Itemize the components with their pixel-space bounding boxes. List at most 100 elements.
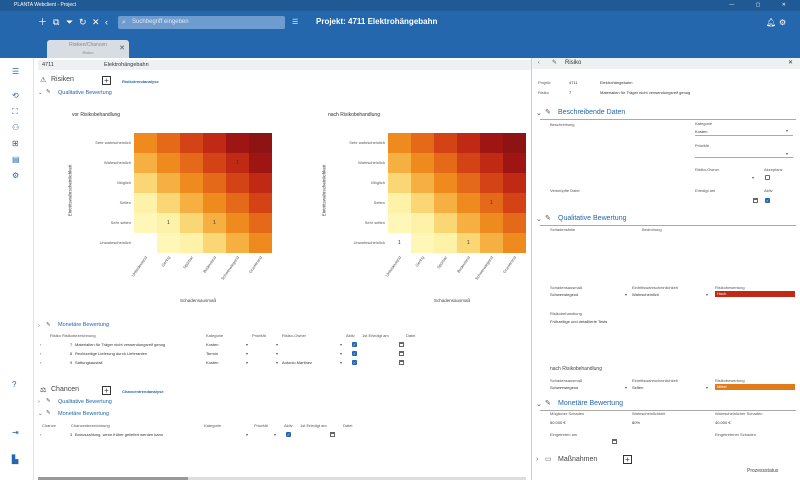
chance-trend-link[interactable]: Chancentrendanalyse <box>122 389 164 394</box>
chevron-down-icon[interactable]: ▾ <box>246 360 249 365</box>
tab-risiken-chancen[interactable]: Risiken/Chancen Risiko ✕ <box>47 40 129 58</box>
chevron-down-icon[interactable]: ▾ <box>276 360 279 365</box>
risk-name[interactable]: Materialien für Träger nicht verwendungs… <box>75 342 166 347</box>
edit-icon[interactable]: ✎ <box>46 89 51 95</box>
edit-icon[interactable]: ✎ <box>545 215 551 222</box>
active-checkbox[interactable]: ✓ <box>352 342 357 347</box>
chevron-down-icon[interactable]: ▾ <box>786 128 789 133</box>
risk-owner[interactable]: Antonio Martinez <box>282 360 313 365</box>
add-chance-button[interactable]: + <box>102 386 111 395</box>
accepted-checkbox[interactable] <box>765 175 770 180</box>
chevron-down-icon[interactable]: ▾ <box>340 342 343 347</box>
chevron-down-icon[interactable]: ▾ <box>246 432 249 437</box>
prob-pct-field[interactable]: 80% <box>632 420 641 425</box>
chevron-down-icon[interactable]: ▾ <box>276 342 279 347</box>
risk-trend-link[interactable]: Risikotrendanalyse <box>122 79 159 84</box>
impact-field[interactable]: Schwerwiegend <box>550 292 579 297</box>
refresh-icon[interactable]: ↻ <box>79 17 87 27</box>
row-expand-icon[interactable]: › <box>40 351 42 356</box>
close-tab-icon[interactable]: ✕ <box>119 45 125 52</box>
category-field[interactable]: Kosten <box>695 129 708 134</box>
close-panel-icon[interactable]: ✕ <box>787 60 793 66</box>
calendar-icon[interactable] <box>399 360 404 365</box>
menu-icon[interactable]: ☰ <box>12 67 20 76</box>
money-collapse-icon[interactable]: ⌄ <box>536 401 542 408</box>
hierarchy-icon[interactable]: ⛶ <box>12 107 18 116</box>
active-checkbox[interactable]: ✓ <box>286 432 291 437</box>
active-checkbox[interactable]: ✓ <box>765 198 770 203</box>
risk-name[interactable]: Rechtzeitige Lieferung durch Lieferanten <box>75 351 148 356</box>
bell-icon[interactable]: 🔔︎ <box>766 18 777 27</box>
process-status[interactable]: Prozessstatus <box>747 468 779 474</box>
logout-icon[interactable]: ⇥ <box>12 428 19 437</box>
chevron-down-icon[interactable]: ▾ <box>752 175 755 180</box>
help-icon[interactable]: ? <box>12 380 17 389</box>
after-prob-field[interactable]: Selten <box>632 385 644 390</box>
calendar-icon[interactable] <box>753 198 758 203</box>
money-collapse-icon[interactable]: › <box>38 323 40 329</box>
filter-icon[interactable]: ⏷ <box>66 17 74 27</box>
window-controls[interactable]: — ▢ ✕ <box>729 2 796 8</box>
settings-icon[interactable]: ⚙ <box>12 171 20 180</box>
add-measure-button[interactable]: + <box>623 455 632 464</box>
active-label: Aktiv <box>764 188 773 193</box>
row-expand-icon[interactable]: › <box>40 360 42 365</box>
history-icon[interactable]: ⟲ <box>12 91 19 100</box>
calendar-icon[interactable] <box>399 342 404 347</box>
chevron-down-icon[interactable]: ▾ <box>274 432 277 437</box>
measures-collapse-icon[interactable]: › <box>536 456 539 463</box>
chevron-down-icon[interactable]: ▾ <box>276 351 279 356</box>
row-expand-icon[interactable]: › <box>40 432 42 437</box>
desc-collapse-icon[interactable]: ⌄ <box>536 110 542 117</box>
risk-category[interactable]: Termin <box>206 351 219 356</box>
search-input[interactable]: ⌕ Suchbegriff eingeben <box>118 16 285 29</box>
edit-icon[interactable]: ✎ <box>46 398 51 404</box>
chevron-down-icon[interactable]: ▾ <box>625 385 628 390</box>
calendar-icon[interactable] <box>330 432 335 437</box>
heatmap-cell <box>411 213 434 233</box>
qual-collapse-icon[interactable]: ⌄ <box>536 216 542 223</box>
users-icon[interactable]: ⚇ <box>12 123 20 132</box>
qual-collapse-icon[interactable]: ⌄ <box>38 90 43 96</box>
list-icon[interactable]: ☰ <box>292 19 299 26</box>
scrollbar-thumb[interactable] <box>38 477 188 480</box>
edit-icon[interactable]: ✎ <box>545 109 551 116</box>
treatment-field[interactable]: Frühzeitige und detaillierte Tests <box>550 319 608 324</box>
apps-icon[interactable]: ⊞ <box>12 139 19 148</box>
edit-icon[interactable]: ✎ <box>552 60 558 66</box>
gear-icon[interactable]: ⚙ <box>779 18 787 27</box>
copy-icon[interactable]: ⧉ <box>53 17 60 27</box>
add-icon[interactable]: ＋ <box>38 17 48 27</box>
horizontal-scrollbar[interactable] <box>38 477 526 480</box>
calendar-icon[interactable] <box>612 439 617 444</box>
add-risk-button[interactable]: + <box>102 76 111 85</box>
edit-icon[interactable]: ✎ <box>545 400 551 407</box>
after-impact-field[interactable]: Schwerwiegend <box>550 385 579 390</box>
chevron-down-icon[interactable]: ▾ <box>706 385 709 390</box>
chance-money-collapse-icon[interactable]: ⌄ <box>38 411 43 417</box>
back-icon[interactable]: ‹ <box>105 17 108 27</box>
risk-category[interactable]: Kosten <box>206 360 219 365</box>
risk-category[interactable]: Kosten <box>206 342 219 347</box>
row-expand-icon[interactable]: › <box>40 342 42 347</box>
chevron-down-icon[interactable]: ▾ <box>246 351 249 356</box>
chevron-down-icon[interactable]: ▾ <box>246 342 249 347</box>
chevron-down-icon[interactable]: ▾ <box>625 292 628 297</box>
calendar-icon[interactable] <box>399 351 404 356</box>
risk-name[interactable]: Sattungsausfall <box>75 360 103 365</box>
chevron-down-icon[interactable]: ▾ <box>786 151 789 156</box>
close-icon[interactable]: ✕ <box>92 17 100 27</box>
chevron-left-icon[interactable]: ‹ <box>538 60 540 66</box>
edit-icon[interactable]: ✎ <box>46 410 51 416</box>
damage-field[interactable]: 50.000 € <box>550 420 566 425</box>
chevron-down-icon[interactable]: ▾ <box>706 292 709 297</box>
prob-field[interactable]: Wahrscheinlich <box>632 292 659 297</box>
edit-icon[interactable]: ✎ <box>46 322 51 328</box>
chance-name[interactable]: Bonuszahlung, wenn früher geliefert werd… <box>75 432 164 437</box>
contacts-icon[interactable]: ▤ <box>12 155 20 164</box>
chance-qual-collapse-icon[interactable]: › <box>38 399 40 405</box>
active-checkbox[interactable]: ✓ <box>352 360 357 365</box>
active-checkbox[interactable]: ✓ <box>352 351 357 356</box>
chevron-down-icon[interactable]: ▾ <box>340 360 343 365</box>
chevron-down-icon[interactable]: ▾ <box>340 351 343 356</box>
